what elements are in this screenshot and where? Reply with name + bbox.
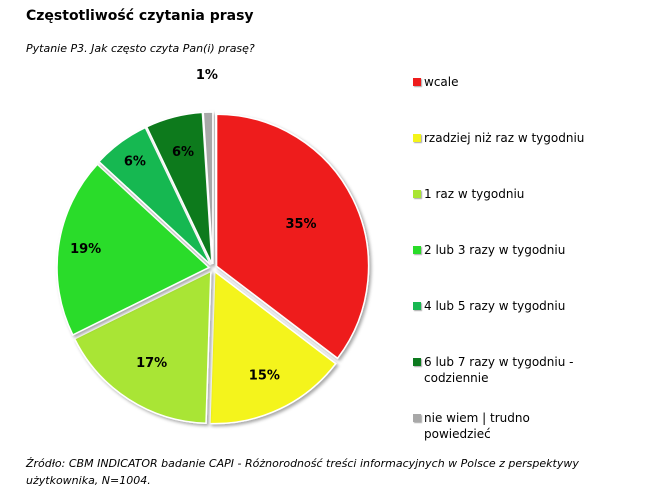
legend-label: 6 lub 7 razy w tygodniu - codziennie (424, 355, 574, 385)
legend-swatch (413, 414, 421, 422)
pie-slice (215, 113, 370, 360)
legend-swatch (413, 246, 421, 254)
legend-swatch (413, 78, 421, 86)
chart-title: Częstotliwość czytania prasy (26, 8, 254, 24)
legend-label: wcale (424, 75, 459, 89)
pie-slice (202, 111, 214, 265)
slice-value-label: 19% (70, 242, 101, 257)
legend-item: wcale (413, 74, 624, 90)
chart-subtitle: Pytanie P3. Jak często czyta Pan(i) pras… (26, 42, 255, 55)
legend-label: 4 lub 5 razy w tygodniu (424, 299, 566, 313)
pie-slice (73, 270, 212, 425)
legend-swatch (413, 302, 421, 310)
pie-slice (145, 111, 213, 265)
legend-label: 1 raz w tygodniu (424, 187, 525, 201)
legend-item: 2 lub 3 razy w tygodniu (413, 242, 624, 258)
pie-chart: 35% 15% 17% 19% 6% 6% 1% (56, 68, 370, 425)
legend-label: nie wiem | trudno powiedzieć (424, 411, 530, 441)
legend-item: rzadziej niż raz w tygodniu (413, 130, 624, 146)
legend-swatch (413, 134, 421, 142)
pie-slice (209, 270, 337, 425)
legend-label: rzadziej niż raz w tygodniu (424, 131, 585, 145)
legend-item: 4 lub 5 razy w tygodniu (413, 298, 624, 314)
pie-slice (56, 163, 211, 336)
slice-value-label: 1% (196, 68, 218, 83)
slice-value-label: 6% (124, 154, 146, 169)
legend-item: nie wiem | trudno powiedzieć (413, 410, 624, 442)
pie-slice (97, 126, 212, 266)
source-note: Źródło: CBM INDICATOR badanie CAPI - Róż… (26, 457, 579, 487)
legend-item: 1 raz w tygodniu (413, 186, 624, 202)
pie-value-labels: 35% 15% 17% 19% 6% 6% 1% (70, 68, 316, 383)
legend-label: 2 lub 3 razy w tygodniu (424, 243, 566, 257)
slice-value-label: 6% (172, 145, 194, 160)
pie-slices (56, 111, 370, 425)
slice-value-label: 17% (136, 356, 167, 371)
slice-value-label: 15% (249, 368, 280, 383)
legend-item: 6 lub 7 razy w tygodniu - codziennie (413, 354, 624, 386)
legend-swatch (413, 190, 421, 198)
legend-swatch (413, 358, 421, 366)
slice-value-label: 35% (285, 217, 316, 232)
